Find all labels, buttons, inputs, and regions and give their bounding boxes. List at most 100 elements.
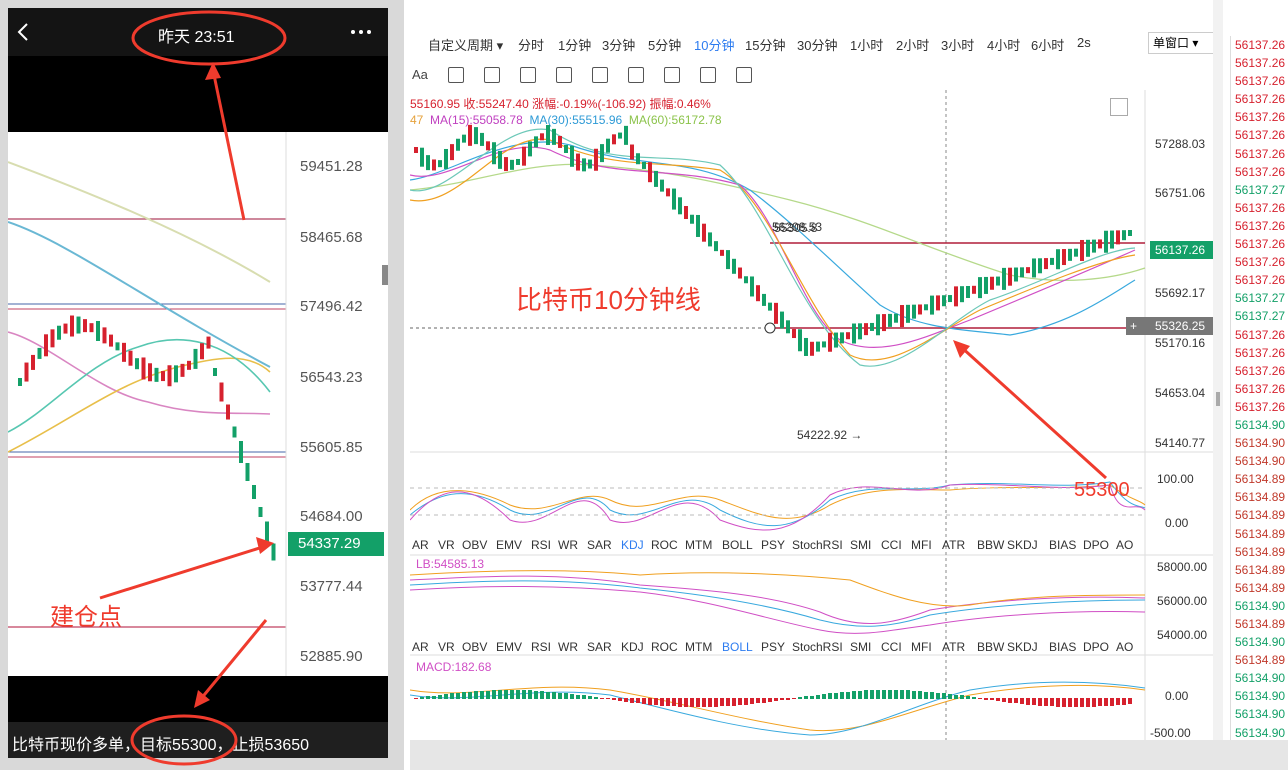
indicator-tab-skdj[interactable]: SKDJ xyxy=(1007,538,1038,552)
indicator-tab-ar[interactable]: AR xyxy=(412,640,429,654)
indicator-tab-ao[interactable]: AO xyxy=(1116,640,1134,654)
candle xyxy=(858,323,862,340)
macd-bar xyxy=(1098,698,1102,706)
indicator-tab-boll[interactable]: BOLL xyxy=(722,640,753,654)
candle xyxy=(852,323,856,344)
candle xyxy=(762,293,766,306)
candle xyxy=(936,295,940,311)
brush-icon[interactable] xyxy=(556,67,572,83)
macd-bar xyxy=(996,698,1000,701)
indicator-tab-bbw[interactable]: BBW xyxy=(977,538,1005,552)
lock-icon[interactable] xyxy=(628,67,644,83)
note-icon[interactable] xyxy=(700,67,716,83)
period-13[interactable]: 2s xyxy=(1077,35,1091,50)
indicator-tab-mfi[interactable]: MFI xyxy=(911,640,932,654)
indicator-tab-mfi[interactable]: MFI xyxy=(911,538,932,552)
indicator-tab-smi[interactable]: SMI xyxy=(850,640,872,654)
indicator-tab-psy[interactable]: PSY xyxy=(761,538,786,552)
indicator-tab-mtm[interactable]: MTM xyxy=(685,640,713,654)
indicator-tab-rsi[interactable]: RSI xyxy=(531,538,552,552)
indicator-tab-sar[interactable]: SAR xyxy=(587,538,612,552)
period-0[interactable]: 自定义周期 ▾ xyxy=(428,38,504,53)
indicator-tab-vr[interactable]: VR xyxy=(438,640,455,654)
period-9[interactable]: 2小时 xyxy=(896,38,930,53)
macd-bar xyxy=(954,695,958,699)
scroll-thumb[interactable] xyxy=(1216,392,1220,406)
window-select-label: 单窗口 xyxy=(1153,36,1190,50)
indicator-tab-dpo[interactable]: DPO xyxy=(1083,538,1110,552)
indicator-tab-dpo[interactable]: DPO xyxy=(1083,640,1110,654)
phone-candle xyxy=(265,521,269,543)
macd-bar xyxy=(510,690,514,699)
indicator-tab-rsi[interactable]: RSI xyxy=(531,640,552,654)
candle xyxy=(600,144,604,163)
indicator-tab-kdj[interactable]: KDJ xyxy=(621,640,644,654)
indicator-tab-wr[interactable]: WR xyxy=(558,538,578,552)
candle xyxy=(672,188,676,210)
period-5[interactable]: 10分钟 xyxy=(694,38,735,53)
indicator-tab-bias[interactable]: BIAS xyxy=(1049,640,1077,654)
period-10[interactable]: 3小时 xyxy=(941,38,975,53)
indicator-tab-roc[interactable]: ROC xyxy=(651,640,678,654)
macd-bar xyxy=(990,698,994,700)
macd-bar xyxy=(414,698,418,699)
indicator-tab-vr[interactable]: VR xyxy=(438,538,455,552)
indicator-tab-atr[interactable]: ATR xyxy=(942,538,966,552)
indicator-tab-wr[interactable]: WR xyxy=(558,640,578,654)
copy-icon[interactable] xyxy=(664,67,680,83)
drawing-tools: Aa xyxy=(410,64,790,88)
macd-bar xyxy=(564,693,568,699)
indicator-tab-atr[interactable]: ATR xyxy=(942,640,966,654)
eraser-icon[interactable] xyxy=(484,67,500,83)
vertical-scrollbar[interactable] xyxy=(1213,0,1223,740)
period-7[interactable]: 30分钟 xyxy=(797,38,838,53)
indicator-tab-stochrsi[interactable]: StochRSI xyxy=(792,640,843,654)
period-1[interactable]: 分时 xyxy=(518,38,545,53)
macd-bar xyxy=(1104,698,1108,706)
indicator-tab-bias[interactable]: BIAS xyxy=(1049,538,1077,552)
ticker-price: 56137.26 xyxy=(1235,74,1286,89)
macd-bar xyxy=(804,696,808,699)
candle-icon[interactable] xyxy=(592,67,608,83)
indicator-tab-obv[interactable]: OBV xyxy=(462,538,488,552)
indicator-tab-kdj[interactable]: KDJ xyxy=(621,538,644,552)
period-8[interactable]: 1小时 xyxy=(850,38,884,53)
expand-icon[interactable] xyxy=(1110,98,1128,116)
indicator-tab-obv[interactable]: OBV xyxy=(462,640,488,654)
indicator-tab-stochrsi[interactable]: StochRSI xyxy=(792,538,843,552)
period-11[interactable]: 4小时 xyxy=(987,38,1021,53)
period-2[interactable]: 1分钟 xyxy=(558,38,592,53)
macd-bar xyxy=(522,690,526,699)
phone-black-band xyxy=(8,56,388,132)
indicator-tab-skdj[interactable]: SKDJ xyxy=(1007,640,1038,654)
period-4[interactable]: 5分钟 xyxy=(648,38,682,53)
indicator-tab-ar[interactable]: AR xyxy=(412,538,429,552)
indicator-tab-emv[interactable]: EMV xyxy=(496,538,523,552)
more-dots-icon[interactable] xyxy=(350,28,372,36)
ruler-icon[interactable] xyxy=(520,67,536,83)
ticker-price: 56134.89 xyxy=(1235,490,1286,505)
indicator-tab-cci[interactable]: CCI xyxy=(881,538,902,552)
phone-scroll-handle[interactable] xyxy=(382,265,388,285)
indicator-tab-boll[interactable]: BOLL xyxy=(722,538,753,552)
indicator-tab-psy[interactable]: PSY xyxy=(761,640,786,654)
indicator-tab-smi[interactable]: SMI xyxy=(850,538,872,552)
period-3[interactable]: 3分钟 xyxy=(602,38,636,53)
phone-current-price-badge xyxy=(288,532,384,556)
indicator-tab-roc[interactable]: ROC xyxy=(651,538,678,552)
indicator-tab-sar[interactable]: SAR xyxy=(587,640,612,654)
trash-icon[interactable] xyxy=(736,67,752,83)
candle xyxy=(972,285,976,294)
indicator-tab-cci[interactable]: CCI xyxy=(881,640,902,654)
period-6[interactable]: 15分钟 xyxy=(745,38,786,53)
indicator-tab-emv[interactable]: EMV xyxy=(496,640,523,654)
indicator-tab-ao[interactable]: AO xyxy=(1116,538,1134,552)
chevron-left-icon[interactable] xyxy=(14,22,32,42)
period-12[interactable]: 6小时 xyxy=(1031,38,1065,53)
text-tool[interactable]: Aa xyxy=(412,67,428,82)
indicator-tab-mtm[interactable]: MTM xyxy=(685,538,713,552)
pen-icon[interactable] xyxy=(448,67,464,83)
chart-area[interactable] xyxy=(410,90,1220,740)
phone-price-5: 55605.85 xyxy=(300,439,363,456)
indicator-tab-bbw[interactable]: BBW xyxy=(977,640,1005,654)
